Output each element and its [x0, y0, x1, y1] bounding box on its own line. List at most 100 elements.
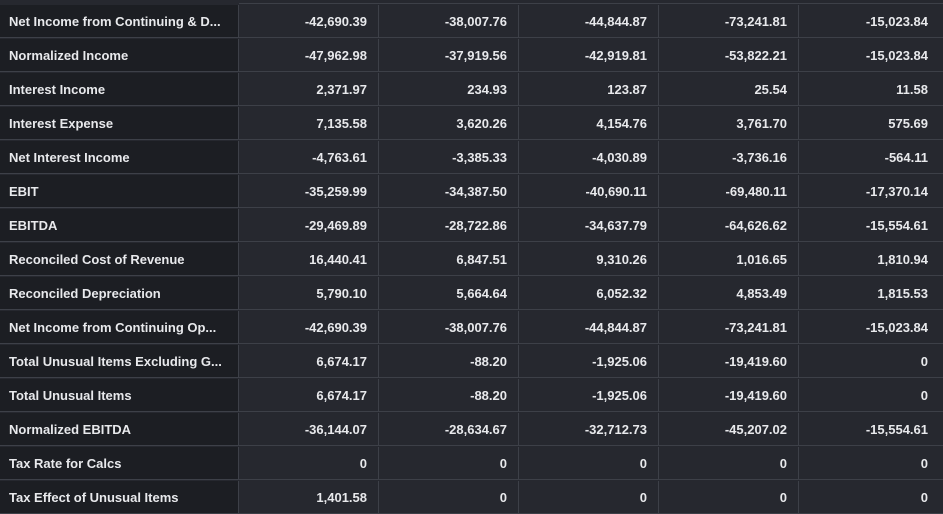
table-row[interactable]: Net Income from Continuing Op... -42,690.… [0, 311, 943, 344]
value-cell: 7,135.58 [239, 107, 379, 139]
value-cell: -88.20 [379, 379, 519, 411]
value-cell: -3,736.16 [659, 141, 799, 173]
value-cell: -15,023.84 [865, 14, 928, 29]
value-cell: -36,144.07 [239, 413, 379, 445]
row-label: EBITDA [0, 209, 239, 241]
row-label: Reconciled Cost of Revenue [0, 243, 239, 275]
value-cell: 6,674.17 [239, 345, 379, 377]
value-cell: 25.54 [659, 73, 799, 105]
value-cell: -40,690.11 [519, 175, 659, 207]
value-cell: -29,469.89 [239, 209, 379, 241]
value-cell: -69,480.11 [659, 175, 799, 207]
value-cell: 1,401.58 [239, 481, 379, 513]
table-row[interactable]: EBITDA -29,469.89 -28,722.86 -34,637.79 -64,… [0, 209, 943, 242]
value-cell: 1,815.53 [877, 286, 928, 301]
value-cell: -38,007.76 [379, 5, 519, 37]
value-cell: -38,007.76 [379, 311, 519, 343]
value-cell: 123.87 [519, 73, 659, 105]
value-cell: 4,154.76 [519, 107, 659, 139]
value-cell: -15,023.84 [865, 320, 928, 335]
value-cell: -88.20 [379, 345, 519, 377]
value-cell: -15,554.61 [865, 218, 928, 233]
value-cell: 2,371.97 [239, 73, 379, 105]
row-label: Reconciled Depreciation [0, 277, 239, 309]
value-cell: -73,241.81 [659, 5, 799, 37]
row-label: Tax Rate for Calcs [0, 447, 239, 479]
value-cell: -64,626.62 [659, 209, 799, 241]
value-cell: 6,847.51 [379, 243, 519, 275]
value-cell: -73,241.81 [659, 311, 799, 343]
value-cell: -1,925.06 [519, 345, 659, 377]
value-cell: 5,790.10 [239, 277, 379, 309]
header-divider [239, 3, 943, 4]
table-row[interactable]: Tax Rate for Calcs 0 0 0 0 0 [0, 447, 943, 480]
value-cell: 1,810.94 [877, 252, 928, 267]
value-cell: 575.69 [888, 116, 928, 131]
value-cell: -19,419.60 [659, 379, 799, 411]
value-cell: 9,310.26 [519, 243, 659, 275]
table-row[interactable]: Normalized Income -47,962.98 -37,919.56 -42… [0, 39, 943, 72]
value-cell: -15,023.84 [865, 48, 928, 63]
value-cell: -4,030.89 [519, 141, 659, 173]
value-cell: 4,853.49 [659, 277, 799, 309]
value-cell: 0 [659, 481, 799, 513]
value-cell: -44,844.87 [519, 311, 659, 343]
value-cell: -28,634.67 [379, 413, 519, 445]
value-cell: -34,387.50 [379, 175, 519, 207]
row-label: Normalized Income [0, 39, 239, 71]
value-cell: -34,637.79 [519, 209, 659, 241]
table-row[interactable]: Tax Effect of Unusual Items 1,401.58 0 0 0 0 [0, 481, 943, 514]
table-row[interactable]: Reconciled Depreciation 5,790.10 5,664.64 6… [0, 277, 943, 310]
row-label: Interest Income [0, 73, 239, 105]
table-row[interactable]: Net Income from Continuing & D... -42,690… [0, 5, 943, 38]
value-cell: 0 [239, 447, 379, 479]
table-row[interactable]: Net Interest Income -4,763.61 -3,385.33 -4,… [0, 141, 943, 174]
value-cell: -53,822.21 [659, 39, 799, 71]
row-label: Total Unusual Items [0, 379, 239, 411]
value-cell: -19,419.60 [659, 345, 799, 377]
value-cell: -15,554.61 [865, 422, 928, 437]
table-row[interactable]: Total Unusual Items 6,674.17 -88.20 -1,925.… [0, 379, 943, 412]
value-cell: -44,844.87 [519, 5, 659, 37]
row-label: Total Unusual Items Excluding G... [0, 345, 239, 377]
value-cell: 0 [519, 447, 659, 479]
table-row[interactable]: Normalized EBITDA -36,144.07 -28,634.67 -32… [0, 413, 943, 446]
value-cell: -17,370.14 [865, 184, 928, 199]
value-cell: -37,919.56 [379, 39, 519, 71]
value-cell: -1,925.06 [519, 379, 659, 411]
value-cell: 0 [659, 447, 799, 479]
value-cell: 11.58 [896, 82, 928, 97]
value-cell: 3,761.70 [659, 107, 799, 139]
value-cell: 3,620.26 [379, 107, 519, 139]
value-cell: -4,763.61 [239, 141, 379, 173]
value-cell: 0 [519, 481, 659, 513]
value-cell: 16,440.41 [239, 243, 379, 275]
value-cell: -3,385.33 [379, 141, 519, 173]
row-label: Normalized EBITDA [0, 413, 239, 445]
row-label: Tax Effect of Unusual Items [0, 481, 239, 513]
value-cell: 6,674.17 [239, 379, 379, 411]
table-row[interactable]: EBIT -35,259.99 -34,387.50 -40,690.11 -69,48… [0, 175, 943, 208]
value-cell: 234.93 [379, 73, 519, 105]
row-label: Interest Expense [0, 107, 239, 139]
value-cell: -47,962.98 [239, 39, 379, 71]
table-row[interactable]: Reconciled Cost of Revenue 16,440.41 6,847… [0, 243, 943, 276]
table-row[interactable]: Interest Expense 7,135.58 3,620.26 4,154.76… [0, 107, 943, 140]
table-row[interactable]: Interest Income 2,371.97 234.93 123.87 25.54… [0, 73, 943, 106]
value-cell: 1,016.65 [659, 243, 799, 275]
value-cell: 0 [920, 388, 928, 403]
value-cell: -42,690.39 [239, 311, 379, 343]
value-cell: 0 [379, 481, 519, 513]
value-cell: 0 [379, 447, 519, 479]
value-cell: -564.11 [884, 150, 928, 165]
value-cell: 6,052.32 [519, 277, 659, 309]
value-cell: -42,690.39 [239, 5, 379, 37]
row-label: Net Income from Continuing Op... [0, 311, 239, 343]
row-label: EBIT [0, 175, 239, 207]
row-label: Net Interest Income [0, 141, 239, 173]
table-row[interactable]: Total Unusual Items Excluding G... 6,674.… [0, 345, 943, 378]
value-cell: -32,712.73 [519, 413, 659, 445]
value-cell: -42,919.81 [519, 39, 659, 71]
value-cell: 0 [920, 490, 928, 505]
